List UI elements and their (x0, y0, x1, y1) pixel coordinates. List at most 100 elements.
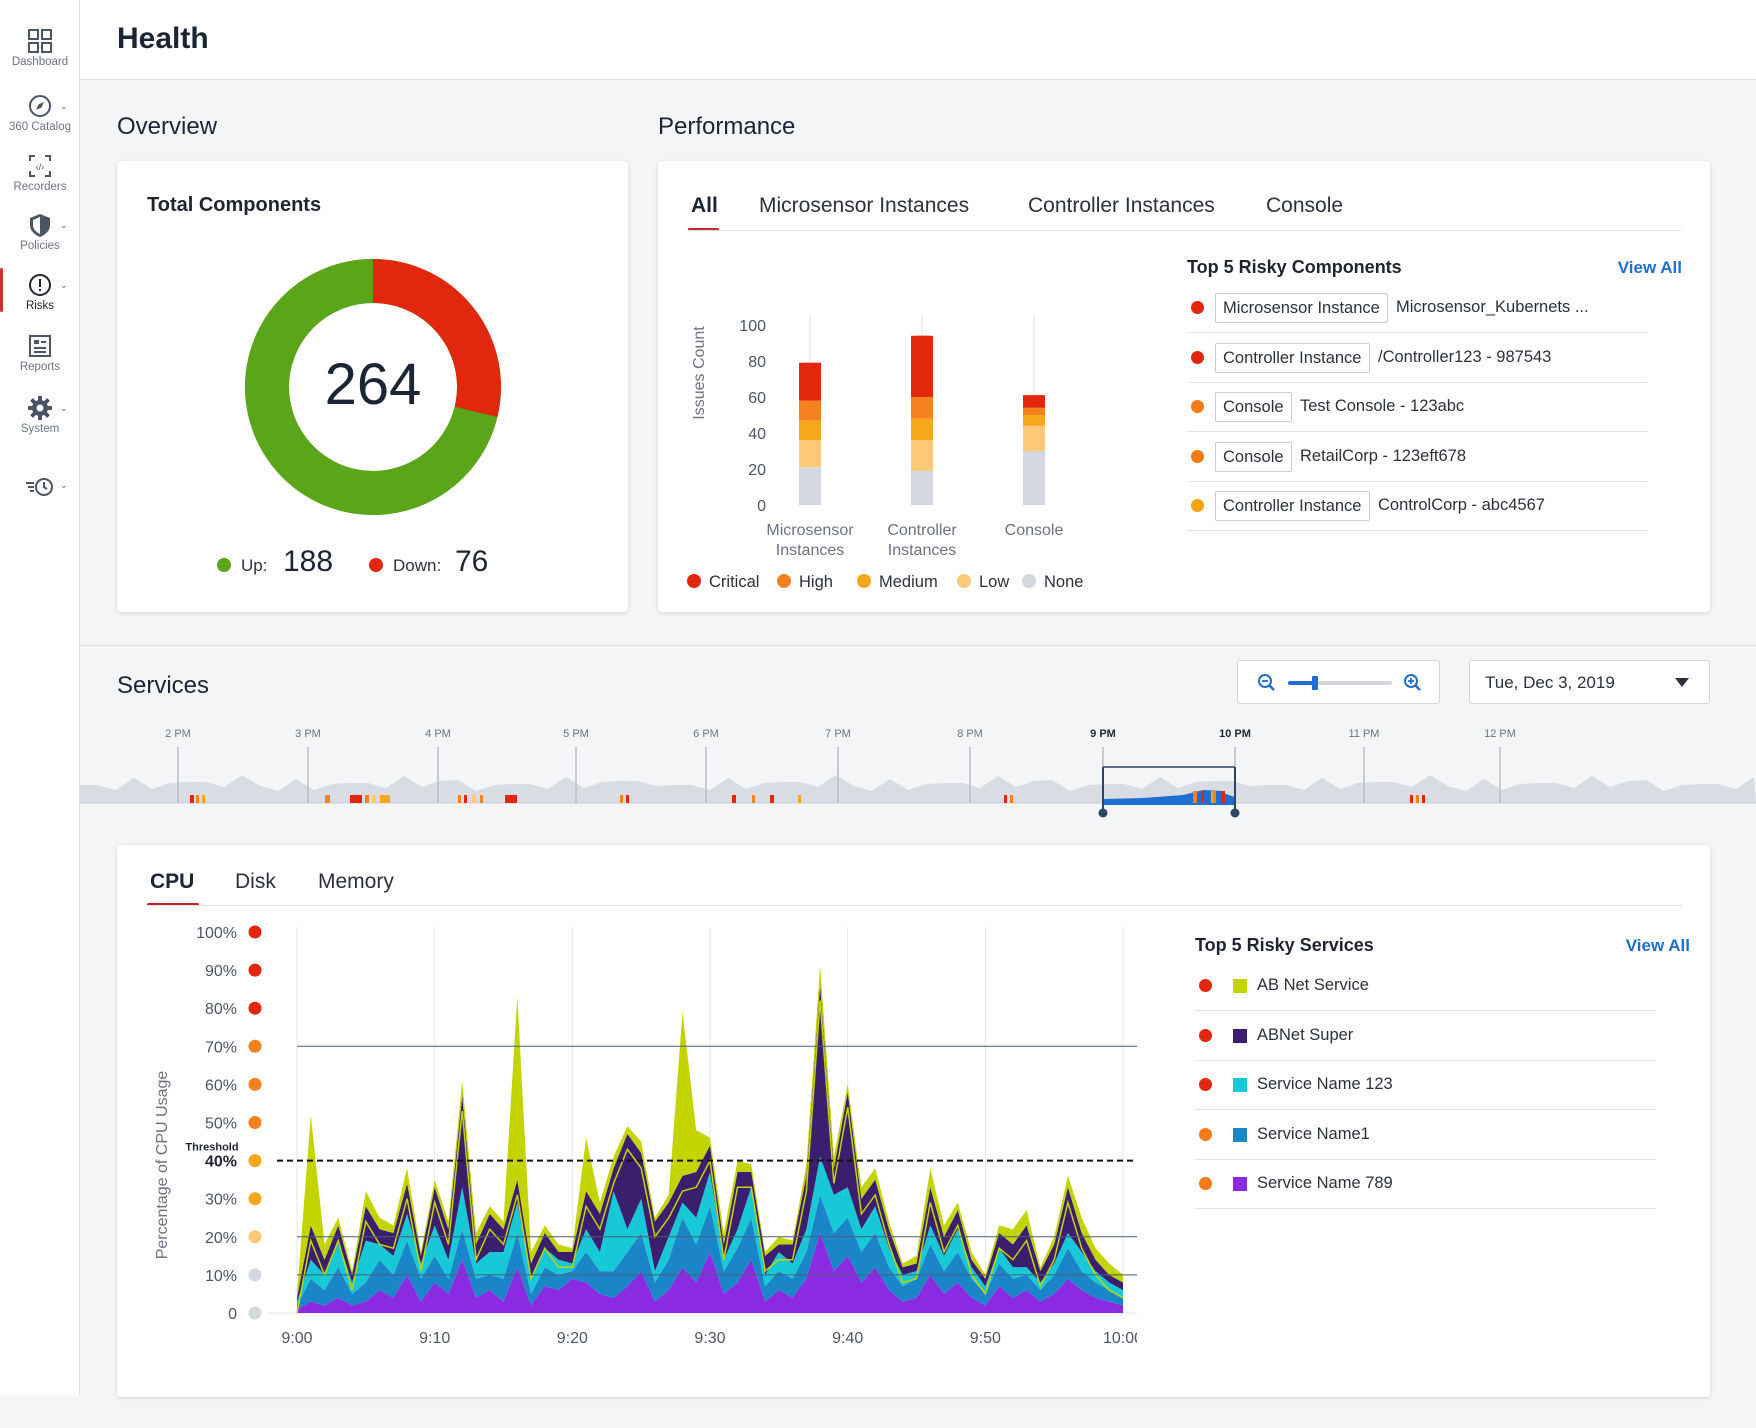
timeline-event-mark (505, 795, 517, 803)
severity-dot (1191, 350, 1204, 364)
timeline-label: 4 PM (425, 728, 451, 740)
zoom-out-icon[interactable] (1258, 674, 1275, 691)
recorder-icon: ‹/› (29, 155, 51, 177)
sidebar-item-policies[interactable]: ⌄ Policies (0, 212, 80, 252)
service-row[interactable]: Service Name1 (1195, 1110, 1655, 1160)
timeline-event-mark (1193, 791, 1197, 803)
service-name: Service Name 789 (1257, 1174, 1393, 1192)
y-tick-label: 10% (205, 1268, 237, 1285)
service-row[interactable]: Service Name 789 (1195, 1159, 1655, 1209)
bar-segment-medium (1023, 415, 1045, 426)
tab-microsensor-instances[interactable]: Microsensor Instances (759, 194, 970, 217)
component-type-tag: Microsensor Instance (1215, 293, 1388, 323)
tab-disk[interactable]: Disk (235, 870, 276, 893)
sidebar-item-recorders[interactable]: ‹/› Recorders (0, 153, 80, 193)
top-bar (80, 0, 1756, 80)
y-tick-severity-dot (248, 1230, 262, 1244)
bar-segment-medium (799, 420, 821, 441)
zoom-slider[interactable] (1238, 661, 1441, 705)
sidebar-item-history[interactable]: ⌄ (0, 476, 80, 498)
timeline-event-mark (626, 795, 629, 803)
timeline-event-mark (1213, 791, 1216, 803)
active-tab-underline (147, 903, 199, 906)
tab-memory[interactable]: Memory (318, 870, 394, 893)
date-picker[interactable]: Tue, Dec 3, 2019 (1469, 660, 1710, 704)
tab-divider (147, 905, 1682, 906)
card-title: Total Components (147, 194, 322, 216)
sidebar-item-label: Policies (20, 240, 60, 252)
timeline-label: 6 PM (693, 728, 719, 740)
service-name: AB Net Service (1257, 976, 1369, 994)
y-tick-label: 80% (205, 1001, 237, 1018)
tab-console[interactable]: Console (1266, 194, 1344, 217)
component-type-tag: Console (1215, 441, 1292, 472)
x-category-label: Instances (776, 542, 844, 559)
timeline-event-mark (770, 795, 774, 803)
bar-cap (911, 335, 933, 344)
x-category-label: Instances (888, 542, 956, 559)
view-all-components-link[interactable]: View All (1617, 258, 1682, 277)
timeline-label: 7 PM (825, 728, 851, 740)
tab-divider (688, 230, 1681, 231)
timeline-label: 9 PM (1090, 728, 1116, 740)
down-value: 76 (455, 545, 489, 578)
history-icon (26, 478, 53, 496)
sidebar-item-label: Risks (25, 300, 55, 312)
top-risky-services: Top 5 Risky Services View All AB Net Ser… (1195, 935, 1690, 1265)
bar-cap (799, 362, 821, 371)
y-tick-severity-dot (248, 1001, 262, 1015)
component-name: ControlCorp - abc4567 (1378, 496, 1545, 514)
up-legend-dot (217, 558, 231, 572)
area-series-service-name-789 (297, 1233, 1123, 1313)
y-tick-label: 100 (739, 318, 766, 335)
sidebar-item-dashboard[interactable]: Dashboard (0, 28, 80, 68)
risk-row[interactable]: Console Test Console - 123abc (1187, 382, 1647, 432)
risk-row[interactable]: Microsensor Instance Microsensor_Kubernet… (1187, 283, 1647, 333)
sidebar-item-reports[interactable]: Reports (0, 333, 80, 373)
x-tick-label: 9:00 (281, 1330, 312, 1347)
timeline-label: 10 PM (1219, 728, 1251, 740)
sidebar-item-label: Dashboard (11, 56, 69, 68)
timeline-event-mark (1416, 795, 1419, 803)
tab-controller-instances[interactable]: Controller Instances (1028, 194, 1215, 217)
risk-row[interactable]: Controller Instance/Controller123 - 9875… (1187, 333, 1647, 383)
risk-row[interactable]: Controller Instance ControlCorp - abc4567 (1187, 481, 1647, 531)
sidebar-item-risks[interactable]: ⌄ Risks (0, 272, 80, 312)
bar-segment-none (799, 467, 821, 505)
services-timeline[interactable]: 2 PM 3 PM 4 PM 5 PM 6 PM 7 PM 8 PM 9 PM 10 PM 11 … (80, 725, 1756, 830)
range-handle-dot[interactable] (1230, 808, 1240, 818)
chevron-down-icon: ⌄ (60, 403, 68, 413)
services-section-title: Services (117, 672, 210, 699)
y-tick-severity-dot (248, 925, 262, 939)
zoom-in-icon[interactable] (1404, 674, 1421, 691)
service-row[interactable]: Service Name 123 (1195, 1060, 1655, 1110)
performance-section-title: Performance (658, 113, 796, 140)
service-row[interactable]: AB Net Service (1195, 961, 1655, 1011)
y-tick-severity-dot (248, 1077, 262, 1091)
tab-cpu[interactable]: CPU (150, 870, 195, 893)
legend-dot-none (1022, 574, 1036, 588)
y-tick-label: 50% (205, 1116, 237, 1133)
area-series-abnet-super (297, 985, 1123, 1302)
timeline-label: 5 PM (563, 728, 589, 740)
cpu-usage-area-chart: 0 10% 20% 30% 40% 50% 60% 70% 80% 90% 100% 9:00 9:10… (154, 925, 1137, 1347)
sidebar-item-system[interactable]: ⌄ System (0, 395, 80, 435)
legend-dot-critical (687, 574, 701, 588)
bar-segment-critical (911, 335, 933, 397)
sidebar-item-360-catalog[interactable]: ⌄ 360 Catalog (0, 93, 80, 133)
y-tick-label: 100% (196, 925, 237, 942)
view-all-services-link[interactable]: View All (1625, 936, 1690, 955)
bar-segment-high (911, 397, 933, 419)
caret-down-icon (1675, 678, 1689, 687)
risk-row[interactable]: Console RetailCorp - 123eft678 (1187, 432, 1647, 482)
tab-all[interactable]: All (691, 194, 718, 217)
chevron-down-icon: ⌄ (60, 280, 68, 290)
component-name: /Controller123 - 987543 (1378, 347, 1552, 366)
report-icon (29, 335, 51, 357)
timeline-event-mark (480, 795, 483, 803)
service-row[interactable]: ABNet Super (1195, 1011, 1655, 1061)
date-value: Tue, Dec 3, 2019 (1485, 673, 1615, 692)
range-handle-dot[interactable] (1098, 808, 1108, 818)
timeline-event-mark (458, 795, 461, 803)
bar-segment-low (799, 440, 821, 468)
